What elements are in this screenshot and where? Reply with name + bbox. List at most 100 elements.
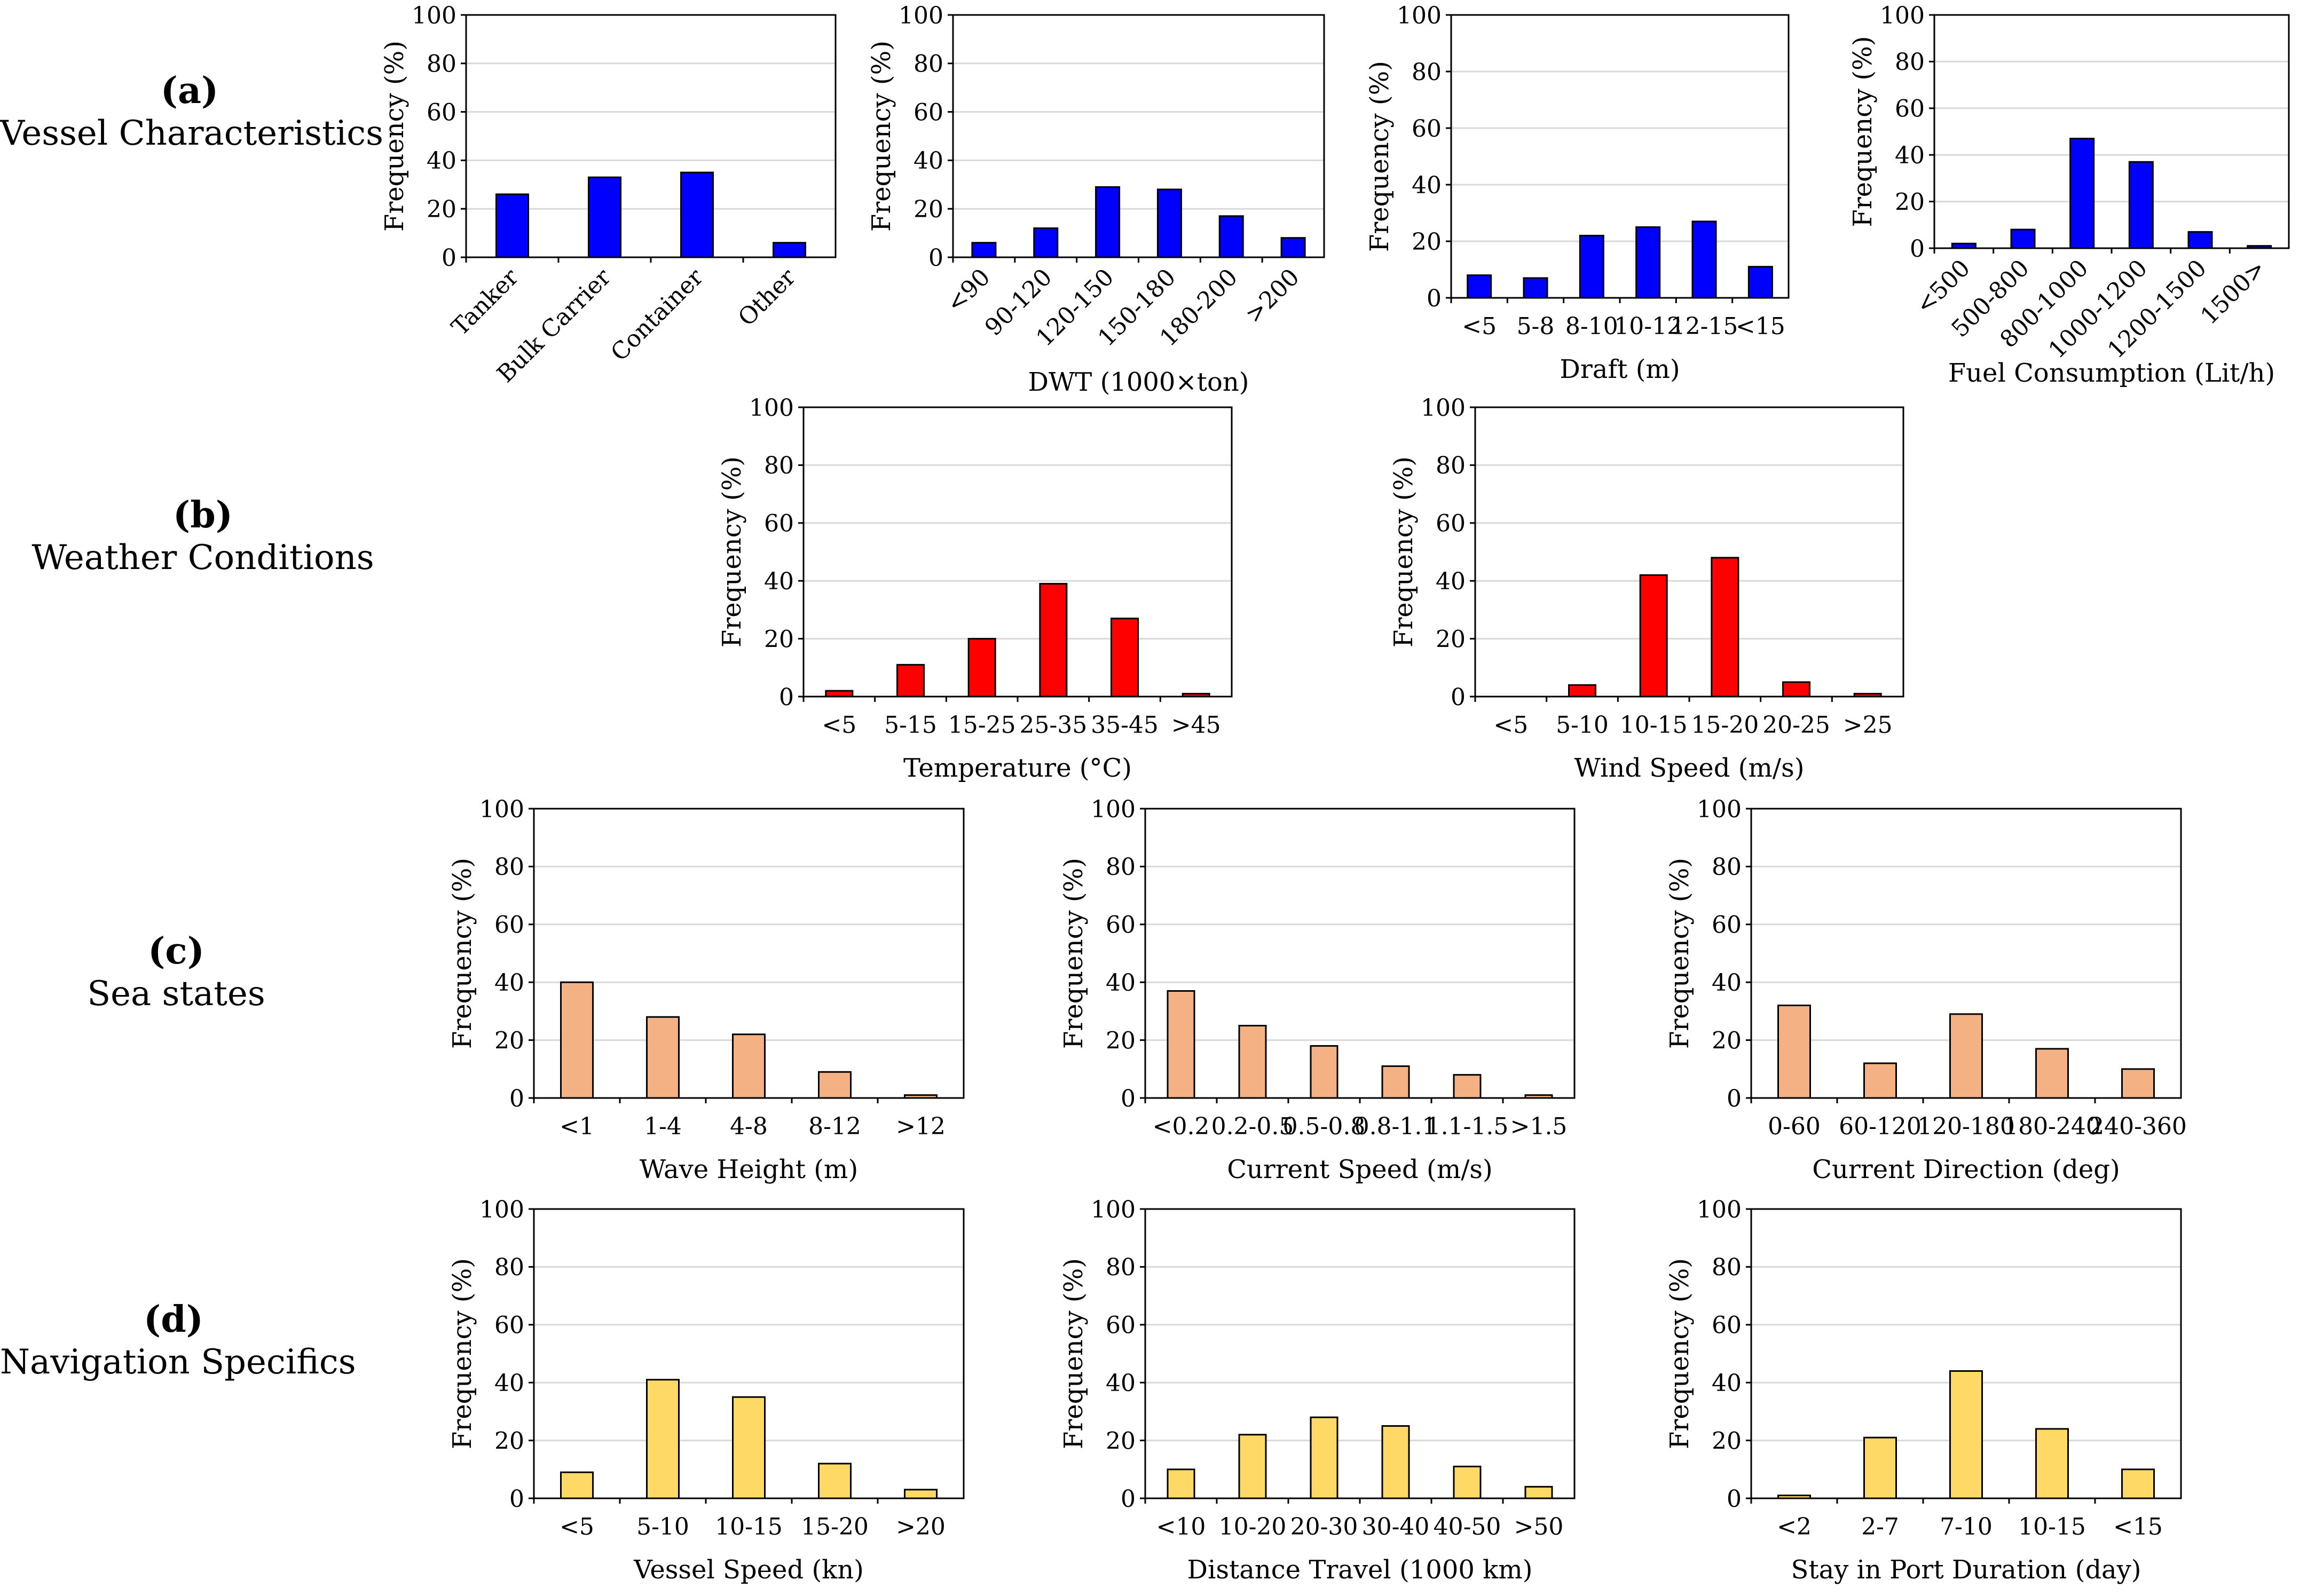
x-tick-label: Container — [605, 263, 709, 367]
y-tick-label: 60 — [1412, 115, 1442, 143]
y-tick-label: 40 — [914, 147, 943, 175]
y-tick-label: 80 — [1106, 854, 1136, 881]
y-axis-title: Frequency (%) — [447, 1258, 477, 1449]
x-tick-label: <5 — [560, 1513, 594, 1540]
x-tick-label: <5 — [1462, 313, 1497, 340]
row-name: Vessel Characteristics — [0, 114, 383, 153]
bar — [1381, 1065, 1410, 1099]
x-tick-label: Tanker — [446, 263, 524, 341]
bar — [1639, 574, 1668, 698]
row-letter: (b) — [173, 494, 233, 536]
plot-frame — [952, 14, 1325, 258]
bar — [1095, 186, 1121, 258]
y-tick-label: 0 — [509, 1486, 524, 1513]
row-label-a: (a) Vessel Characteristics — [0, 69, 383, 155]
y-tick-label: 20 — [1712, 1027, 1742, 1054]
y-tick-label: 100 — [1397, 2, 1442, 29]
x-tick-label: 10-12 — [1614, 313, 1682, 340]
y-tick-label: 100 — [899, 2, 943, 29]
x-axis-title: Current Direction (deg) — [1812, 1155, 2120, 1184]
y-tick-label: 100 — [479, 1196, 524, 1223]
bar — [1568, 684, 1596, 698]
y-tick-label: 0 — [442, 244, 456, 272]
y-tick-label: 40 — [1436, 568, 1466, 595]
bar — [2010, 228, 2036, 249]
row-label-b: (b) Weather Conditions — [0, 494, 406, 579]
x-tick-label: <5 — [1493, 712, 1528, 739]
bar — [1467, 274, 1492, 299]
y-tick-label: 20 — [1412, 228, 1442, 256]
bar — [818, 1071, 852, 1099]
plot-frame — [533, 808, 965, 1099]
x-tick-label: 10-15 — [715, 1513, 783, 1540]
y-tick-label: 40 — [764, 568, 794, 595]
x-tick-label: 0.5-0.8 — [1283, 1113, 1366, 1140]
y-tick-label: 100 — [412, 2, 456, 29]
y-tick-label: 0 — [509, 1085, 524, 1112]
x-tick-label: 15-20 — [801, 1513, 869, 1540]
bar — [896, 663, 925, 698]
y-tick-label: 60 — [494, 1312, 524, 1339]
y-axis-title: Frequency (%) — [1059, 858, 1089, 1049]
y-tick-label: 40 — [1712, 1370, 1742, 1397]
y-tick-label: 40 — [1412, 172, 1442, 199]
x-axis-title: Wave Height (m) — [640, 1155, 858, 1184]
x-axis-title: Distance Travel (1000 km) — [1187, 1555, 1532, 1585]
y-tick-label: 20 — [914, 196, 943, 223]
y-tick-label: 80 — [427, 51, 456, 78]
row-name: Navigation Specifics — [0, 1342, 356, 1382]
x-tick-label: 4-8 — [730, 1113, 768, 1140]
x-tick-label: 1.1-1.5 — [1426, 1113, 1509, 1140]
y-tick-label: 0 — [1727, 1486, 1742, 1513]
y-tick-label: 40 — [1106, 969, 1136, 997]
plot-frame — [533, 1208, 965, 1499]
bar — [818, 1463, 852, 1499]
y-tick-label: 40 — [1712, 969, 1742, 997]
y-tick-label: 20 — [1895, 188, 1925, 216]
x-axis-title: DWT (1000×ton) — [1028, 367, 1249, 397]
x-tick-label: 15-20 — [1691, 712, 1759, 739]
y-tick-label: 0 — [1121, 1085, 1136, 1112]
bar — [2035, 1428, 2069, 1499]
bar — [1711, 557, 1739, 698]
bar — [646, 1379, 680, 1499]
x-axis-title: Stay in Port Duration (day) — [1791, 1555, 2141, 1585]
y-tick-label: 80 — [1106, 1254, 1136, 1281]
chart-stay-in-port: 0 20 40 60 80 100 <2 2-7 7-10 10-15 <15 Frequency (… — [1665, 1196, 2182, 1585]
bar — [732, 1396, 766, 1499]
y-tick-label: 80 — [1712, 1254, 1742, 1281]
y-tick-label: 40 — [1895, 142, 1925, 169]
y-tick-label: 100 — [1421, 394, 1466, 422]
y-tick-label: 40 — [494, 1370, 524, 1397]
x-tick-label: 10-15 — [2018, 1513, 2086, 1540]
bar — [1747, 266, 1773, 299]
bar — [1156, 188, 1182, 258]
y-axis-title: Frequency (%) — [867, 41, 896, 232]
x-axis-title: Current Speed (m/s) — [1227, 1155, 1493, 1184]
x-tick-label: 8-12 — [808, 1113, 861, 1140]
x-tick-label: 10-20 — [1219, 1513, 1287, 1540]
bar — [1635, 226, 1661, 299]
y-tick-label: 60 — [1106, 912, 1136, 939]
y-tick-label: 60 — [764, 510, 794, 538]
x-tick-label: 25-35 — [1019, 712, 1087, 739]
y-tick-label: 60 — [427, 99, 456, 126]
y-tick-label: 0 — [1727, 1085, 1742, 1112]
y-axis-title: Frequency (%) — [447, 858, 477, 1049]
y-tick-label: 60 — [1712, 912, 1742, 939]
bar — [1033, 227, 1059, 258]
bar — [825, 690, 854, 698]
x-tick-label: 0-60 — [1768, 1113, 1821, 1140]
y-axis-title: Frequency (%) — [380, 41, 410, 232]
bar — [1167, 1468, 1195, 1499]
bar — [2121, 1068, 2155, 1099]
y-axis-title: Frequency (%) — [717, 456, 747, 647]
x-tick-label: 60-120 — [1839, 1113, 1922, 1140]
x-tick-label: 20-25 — [1762, 712, 1830, 739]
y-tick-label: 60 — [1106, 1312, 1136, 1339]
bar — [2187, 231, 2213, 249]
y-tick-label: 80 — [494, 1254, 524, 1281]
bar — [1949, 1370, 1983, 1499]
plot-frame — [1750, 1208, 2182, 1499]
